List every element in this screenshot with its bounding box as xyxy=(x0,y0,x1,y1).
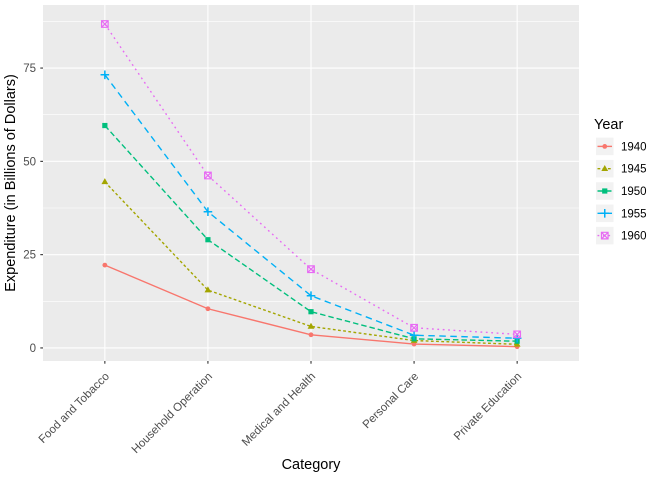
square-cross-marker xyxy=(100,20,109,28)
square-cross-marker xyxy=(204,171,212,180)
square-marker xyxy=(102,122,108,129)
y-axis-title: Expenditure (in Billions of Dollars) xyxy=(3,74,19,292)
triangle-marker xyxy=(601,165,609,171)
legend: Year 1940 1945 1950 1955 1960 xyxy=(594,117,647,245)
square-cross-marker xyxy=(513,330,522,339)
plus-marker xyxy=(203,207,213,217)
y-tick-label: 0 xyxy=(30,343,36,355)
triangle-marker xyxy=(101,178,109,185)
square-marker xyxy=(205,237,211,243)
circle-marker xyxy=(308,332,314,338)
series-line-1945 xyxy=(104,181,518,346)
legend-entry-1940: 1940 xyxy=(596,137,647,156)
y-tick-label: 75 xyxy=(23,63,36,75)
circle-marker xyxy=(205,306,211,312)
legend-entry-1945: 1945 xyxy=(596,159,647,178)
square-marker xyxy=(602,188,608,194)
series-line-1955 xyxy=(104,74,518,339)
triangle-marker xyxy=(204,286,212,293)
plus-marker xyxy=(409,330,419,340)
y-tick-label: 25 xyxy=(23,250,36,262)
circle-marker xyxy=(411,341,417,347)
triangle-marker xyxy=(307,322,315,329)
series-1955 xyxy=(100,70,522,343)
gridlines-major xyxy=(43,5,579,361)
legend-entry-1960: 1960 xyxy=(596,226,647,245)
plus-marker xyxy=(600,209,610,218)
plus-marker xyxy=(306,291,316,300)
x-tick-label: Food and Tobacco xyxy=(37,371,112,446)
x-tick-label: Medical and Health xyxy=(240,371,318,449)
series-line-1950 xyxy=(104,125,518,342)
x-tick-label: Household Operation xyxy=(130,371,215,456)
series-line-1960 xyxy=(104,23,518,336)
x-axis-title: Category xyxy=(282,457,342,473)
legend-entry-1950: 1950 xyxy=(596,182,647,200)
legend-title: Year xyxy=(594,117,623,133)
y-axis-labels: 0 25 50 75 xyxy=(23,63,36,355)
legend-label-1940: 1940 xyxy=(621,141,647,153)
legend-entry-1955: 1955 xyxy=(596,204,647,223)
plus-marker xyxy=(100,70,110,80)
square-marker xyxy=(308,309,314,315)
circle-marker xyxy=(102,262,108,268)
y-tick-label: 50 xyxy=(23,156,36,168)
series-1960 xyxy=(100,20,522,339)
legend-label-1960: 1960 xyxy=(621,231,647,243)
square-cross-marker xyxy=(307,265,315,274)
square-cross-marker xyxy=(600,231,609,240)
circle-marker xyxy=(602,144,608,149)
x-axis-labels: Food and Tobacco Household Operation Medic… xyxy=(37,371,525,456)
x-tick-label: Personal Care xyxy=(361,371,421,431)
x-tick-label: Private Education xyxy=(452,371,524,443)
axis-ticks xyxy=(40,67,518,364)
square-cross-marker xyxy=(410,323,418,332)
legend-label-1945: 1945 xyxy=(621,164,647,176)
legend-label-1955: 1955 xyxy=(621,208,647,220)
legend-label-1950: 1950 xyxy=(621,186,647,198)
